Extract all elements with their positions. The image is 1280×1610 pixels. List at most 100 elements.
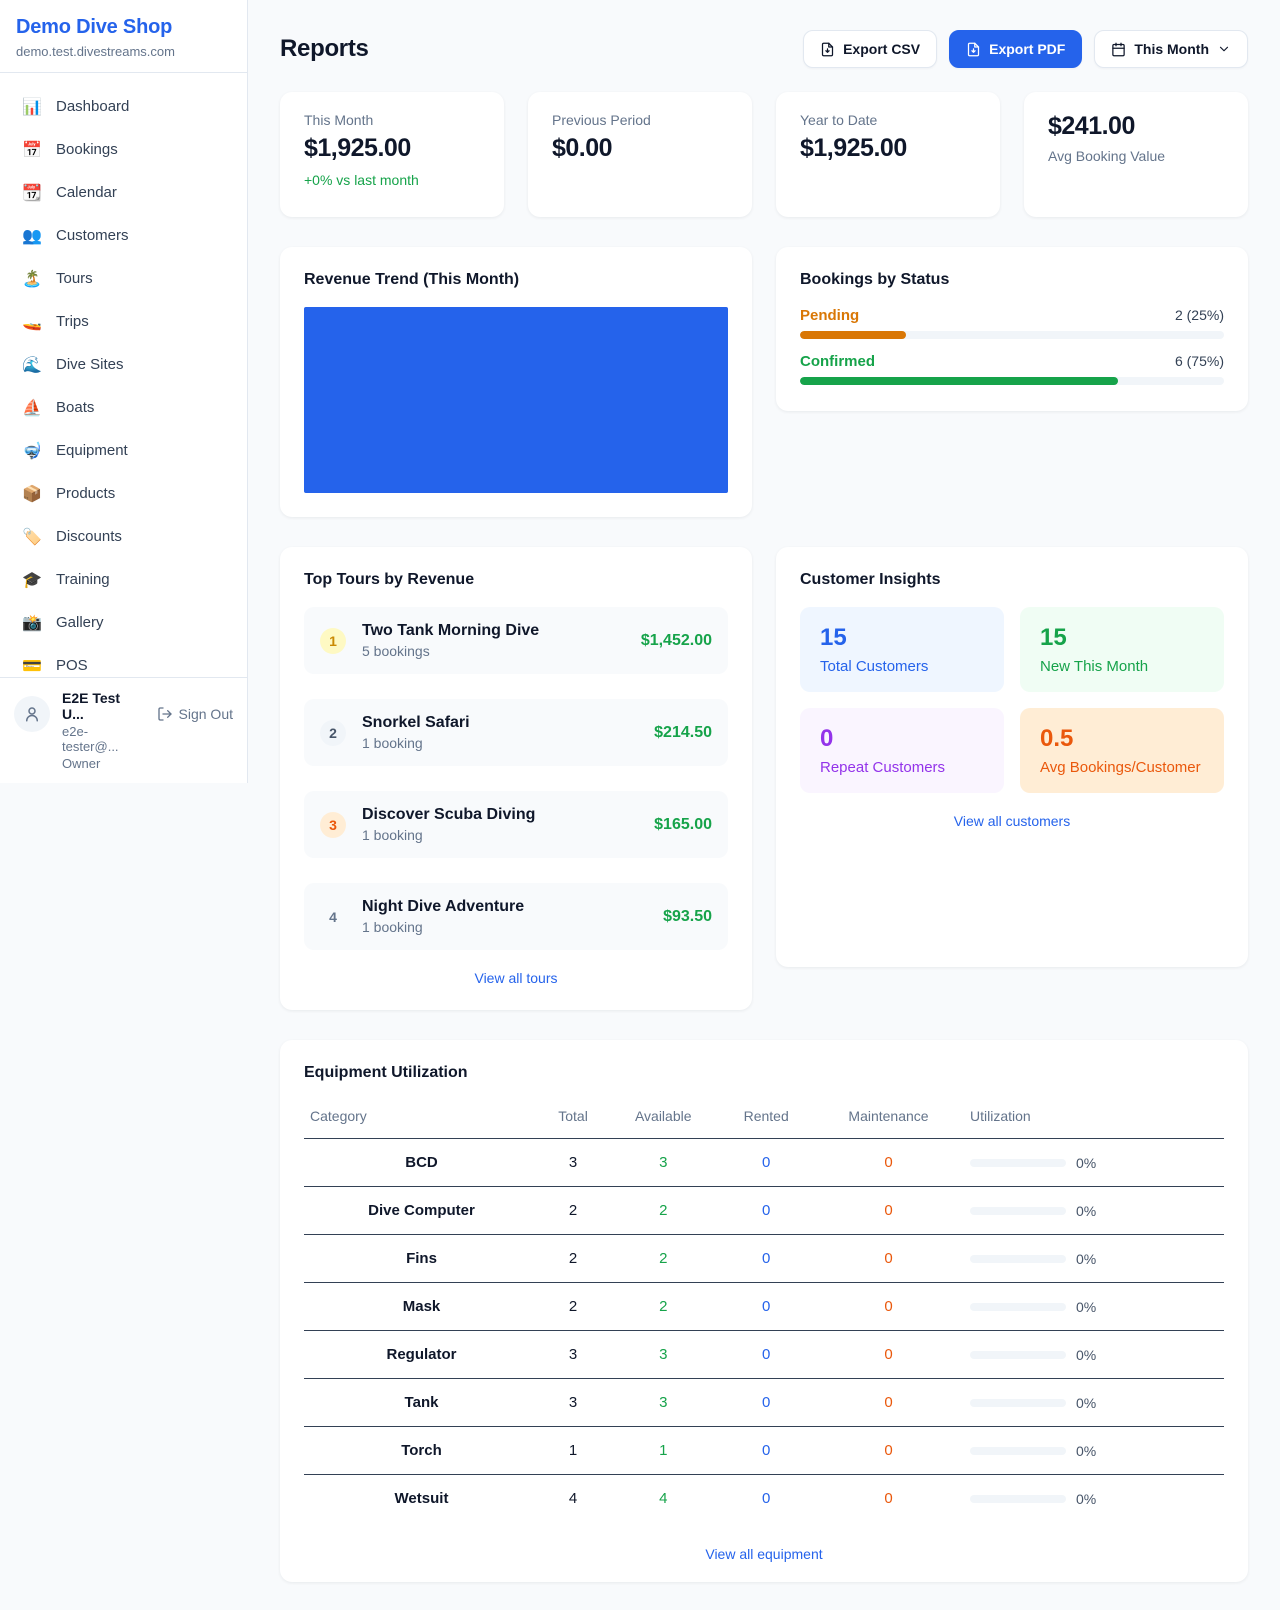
utilization-percent: 0% bbox=[1076, 1202, 1097, 1219]
calendar-icon: 📆 bbox=[22, 184, 42, 202]
sidebar-item-trips[interactable]: 🚤 Trips bbox=[8, 300, 239, 343]
status-row-confirmed: Confirmed 6 (75%) bbox=[800, 353, 1224, 385]
table-row: Tank 3 3 0 0 0% bbox=[304, 1378, 1224, 1427]
table-row: Regulator 3 3 0 0 0% bbox=[304, 1330, 1224, 1379]
utilization-bar bbox=[970, 1158, 1066, 1167]
cell-maintenance: 0 bbox=[813, 1426, 964, 1475]
main-content: Reports Export CSV Export PDF bbox=[248, 0, 1280, 1610]
sidebar-item-label: Training bbox=[56, 571, 110, 588]
sidebar-item-tours[interactable]: 🏝️ Tours bbox=[8, 257, 239, 300]
cell-maintenance: 0 bbox=[813, 1378, 964, 1427]
insight-tile-new-this-month: 15 New This Month bbox=[1020, 607, 1224, 692]
export-csv-label: Export CSV bbox=[843, 41, 921, 57]
cell-available: 4 bbox=[659, 1490, 668, 1507]
view-all-customers-link[interactable]: View all customers bbox=[953, 813, 1071, 829]
tour-bookings: 5 bookings bbox=[362, 643, 430, 659]
stats-row: This Month $1,925.00 +0% vs last month P… bbox=[280, 92, 1248, 217]
tour-row: 4 Night Dive Adventure 1 booking $93.50 bbox=[304, 883, 728, 950]
cell-rented: 0 bbox=[719, 1330, 813, 1379]
insight-label: Total Customers bbox=[820, 658, 929, 675]
cell-category: Dive Computer bbox=[304, 1186, 539, 1235]
sidebar-item-customers[interactable]: 👥 Customers bbox=[8, 214, 239, 257]
user-panel: E2E Test U... e2e-tester@... Owner Sign … bbox=[0, 677, 247, 783]
bookings-by-status-title: Bookings by Status bbox=[800, 271, 950, 288]
graduation-cap-icon: 🎓 bbox=[22, 571, 42, 589]
insights-row: Top Tours by Revenue 1 Two Tank Morning … bbox=[280, 547, 1248, 1010]
cell-maintenance: 0 bbox=[813, 1282, 964, 1331]
sidebar-item-calendar[interactable]: 📆 Calendar bbox=[8, 171, 239, 214]
sidebar-item-gallery[interactable]: 📸 Gallery bbox=[8, 601, 239, 644]
cell-total: 1 bbox=[539, 1426, 608, 1475]
sidebar-item-products[interactable]: 📦 Products bbox=[8, 472, 239, 515]
table-row: Fins 2 2 0 0 0% bbox=[304, 1234, 1224, 1283]
cell-utilization: 0% bbox=[964, 1378, 1224, 1427]
cell-total: 2 bbox=[539, 1234, 608, 1283]
view-all-tours-link[interactable]: View all tours bbox=[474, 970, 558, 986]
sailboat-icon: ⛵ bbox=[22, 399, 42, 417]
main-header: Reports Export CSV Export PDF bbox=[280, 30, 1248, 68]
revenue-trend-bar bbox=[304, 307, 728, 493]
tour-revenue: $93.50 bbox=[663, 907, 712, 925]
insight-value: 0 bbox=[820, 725, 834, 752]
table-row: Dive Computer 2 2 0 0 0% bbox=[304, 1186, 1224, 1235]
sidebar-item-bookings[interactable]: 📅 Bookings bbox=[8, 128, 239, 171]
status-label: Pending bbox=[800, 307, 860, 324]
utilization-bar bbox=[970, 1302, 1066, 1311]
cell-utilization: 0% bbox=[964, 1330, 1224, 1379]
shop-domain: demo.test.divestreams.com bbox=[16, 44, 175, 59]
utilization-bar bbox=[970, 1254, 1066, 1263]
cell-utilization: 0% bbox=[964, 1138, 1224, 1187]
insight-label: Repeat Customers bbox=[820, 759, 946, 776]
sidebar: Demo Dive Shop demo.test.divestreams.com… bbox=[0, 0, 248, 783]
tour-row: 3 Discover Scuba Diving 1 booking $165.0… bbox=[304, 791, 728, 858]
tag-icon: 🏷️ bbox=[22, 528, 42, 546]
status-bar-fill bbox=[800, 377, 1118, 385]
cell-available: 3 bbox=[607, 1378, 720, 1427]
export-csv-button[interactable]: Export CSV bbox=[803, 30, 938, 68]
sidebar-item-boats[interactable]: ⛵ Boats bbox=[8, 386, 239, 429]
view-all-equipment-link[interactable]: View all equipment bbox=[705, 1546, 823, 1562]
sign-out-icon bbox=[157, 707, 172, 721]
chevron-down-icon bbox=[1219, 46, 1229, 52]
user-name: E2E Test U... bbox=[62, 690, 121, 722]
sidebar-item-label: Trips bbox=[56, 313, 89, 330]
utilization-percent: 0% bbox=[1076, 1442, 1097, 1459]
sign-out-button[interactable]: Sign Out bbox=[157, 706, 233, 722]
sidebar-item-dashboard[interactable]: 📊 Dashboard bbox=[8, 85, 239, 128]
sidebar-item-equipment[interactable]: 🤿 Equipment bbox=[8, 429, 239, 472]
utilization-bar bbox=[970, 1398, 1066, 1407]
sidebar-item-pos[interactable]: 💳 POS bbox=[8, 644, 239, 677]
cell-total: 3 bbox=[539, 1138, 608, 1187]
utilization-percent: 0% bbox=[1076, 1490, 1097, 1507]
cell-category: Regulator bbox=[304, 1330, 539, 1379]
insight-label: New This Month bbox=[1040, 658, 1149, 675]
sidebar-item-discounts[interactable]: 🏷️ Discounts bbox=[8, 515, 239, 558]
sidebar-item-label: POS bbox=[56, 657, 88, 674]
export-pdf-button[interactable]: Export PDF bbox=[949, 30, 1083, 68]
tour-revenue: $1,452.00 bbox=[640, 631, 712, 649]
column-header-maintenance: Maintenance bbox=[813, 1100, 964, 1139]
cell-available: 1 bbox=[607, 1426, 720, 1475]
sidebar-item-label: Boats bbox=[56, 399, 95, 416]
stat-label: Previous Period bbox=[552, 112, 651, 128]
sidebar-item-label: Bookings bbox=[56, 141, 118, 158]
sidebar-item-training[interactable]: 🎓 Training bbox=[8, 558, 239, 601]
status-count: 2 (25%) bbox=[1174, 307, 1224, 323]
sidebar-item-dive-sites[interactable]: 🌊 Dive Sites bbox=[8, 343, 239, 386]
equipment-table: Category Total Available Rented Maintena… bbox=[304, 1100, 1224, 1522]
column-header-total: Total bbox=[539, 1100, 608, 1139]
package-icon: 📦 bbox=[22, 485, 42, 503]
column-header-available: Available bbox=[607, 1100, 720, 1139]
person-icon bbox=[26, 707, 38, 722]
sidebar-item-label: Customers bbox=[56, 227, 129, 244]
export-pdf-label: Export PDF bbox=[989, 41, 1066, 57]
utilization-percent: 0% bbox=[1076, 1346, 1097, 1363]
cell-utilization: 0% bbox=[964, 1475, 1224, 1523]
cell-total: 3 bbox=[539, 1378, 608, 1427]
insight-tile-avg-bookings: 0.5 Avg Bookings/Customer bbox=[1020, 708, 1224, 793]
period-selector[interactable]: This Month bbox=[1094, 30, 1248, 68]
equipment-utilization-card: Equipment Utilization Category Total Ava… bbox=[280, 1040, 1248, 1582]
insight-value: 15 bbox=[820, 624, 847, 651]
stat-card-previous-period: Previous Period $0.00 bbox=[528, 92, 752, 217]
